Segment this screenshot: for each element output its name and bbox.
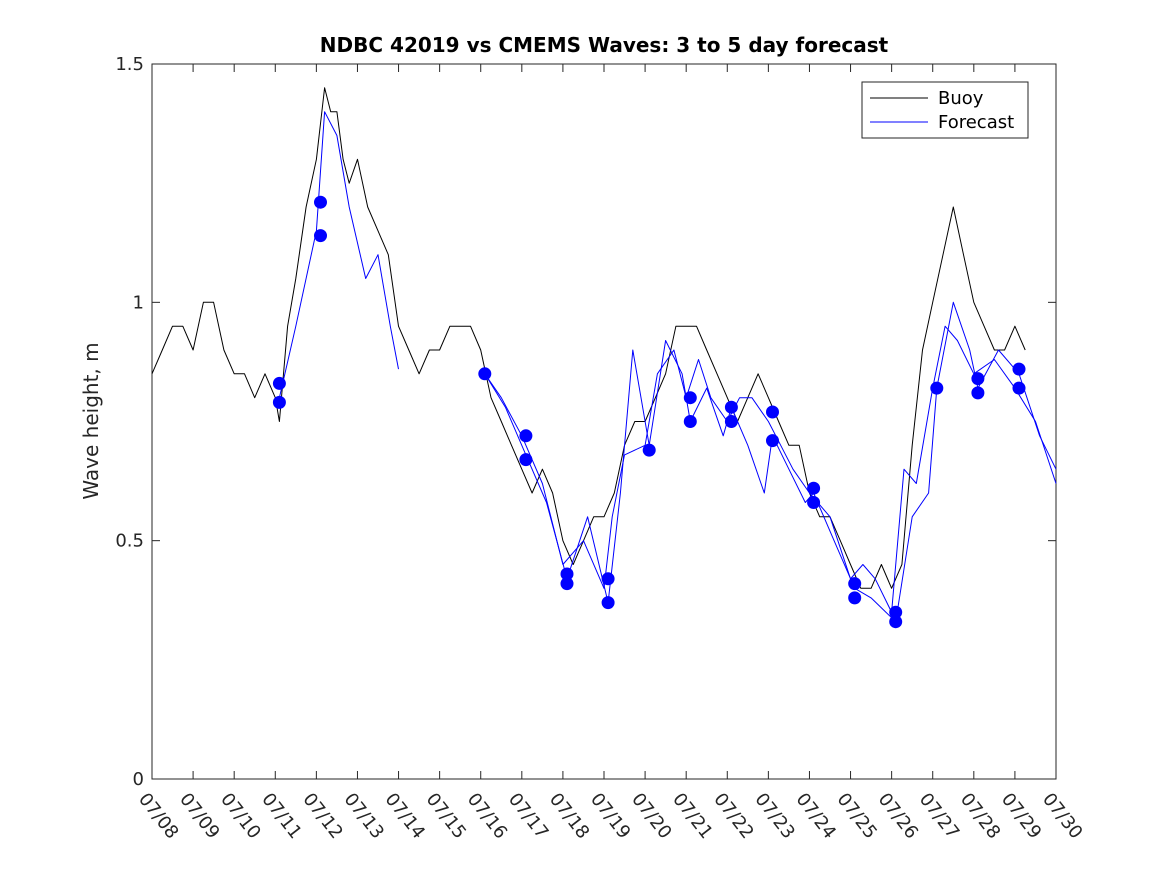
x-tick-label: 07/12 bbox=[298, 789, 346, 843]
forecast-marker bbox=[807, 496, 821, 509]
forecast-marker bbox=[889, 615, 903, 629]
forecast-marker bbox=[601, 596, 615, 610]
x-tick-label: 07/24 bbox=[792, 789, 840, 843]
x-tick-label: 07/23 bbox=[750, 789, 798, 843]
x-tick-label: 07/14 bbox=[381, 789, 429, 843]
x-tick-label: 07/10 bbox=[216, 789, 264, 843]
series-line-forecast bbox=[484, 325, 1057, 613]
x-tick-label: 07/29 bbox=[997, 789, 1045, 843]
series-layer bbox=[151, 87, 1057, 623]
chart-title: NDBC 42019 vs CMEMS Waves: 3 to 5 day fo… bbox=[320, 33, 889, 57]
legend-label-forecast: Forecast bbox=[938, 112, 1014, 133]
forecast-marker bbox=[642, 443, 656, 457]
forecast-marker bbox=[848, 577, 862, 591]
x-tick-label: 07/19 bbox=[586, 789, 634, 843]
y-tick-label: 0 bbox=[133, 769, 144, 790]
marker-layer bbox=[272, 195, 1026, 629]
x-tick-label: 07/15 bbox=[422, 789, 470, 843]
forecast-marker bbox=[478, 367, 492, 381]
series-line-buoy bbox=[151, 87, 1026, 589]
forecast-marker bbox=[766, 434, 779, 448]
x-tick-label: 07/28 bbox=[956, 789, 1004, 843]
forecast-marker bbox=[1012, 362, 1026, 376]
forecast-marker bbox=[519, 429, 533, 443]
x-tick-label: 07/13 bbox=[340, 789, 388, 843]
plot-area bbox=[151, 63, 1057, 780]
forecast-marker bbox=[807, 481, 821, 495]
forecast-marker bbox=[601, 572, 615, 586]
x-tick-label: 07/11 bbox=[257, 789, 305, 843]
forecast-marker bbox=[560, 577, 574, 591]
x-tick-label: 07/22 bbox=[709, 789, 757, 843]
forecast-marker bbox=[971, 386, 985, 400]
forecast-marker bbox=[1012, 381, 1026, 395]
forecast-marker bbox=[971, 372, 985, 386]
legend: Buoy Forecast bbox=[861, 81, 1029, 139]
x-tick-label: 07/17 bbox=[504, 789, 552, 843]
forecast-marker bbox=[683, 391, 697, 405]
y-tick-label: 1 bbox=[133, 292, 144, 313]
x-tick-label: 07/27 bbox=[915, 789, 963, 843]
x-tick-label: 07/25 bbox=[833, 789, 881, 843]
x-tick-label: 07/26 bbox=[874, 789, 922, 843]
x-tick-label: 07/18 bbox=[545, 789, 593, 843]
forecast-marker bbox=[272, 395, 286, 409]
series-line-forecast bbox=[484, 301, 1057, 623]
y-tick-label: 1.5 bbox=[115, 54, 144, 75]
x-tick-label: 07/09 bbox=[175, 789, 223, 843]
x-tick-label: 07/16 bbox=[463, 789, 511, 843]
series-line-forecast bbox=[278, 111, 399, 398]
forecast-marker bbox=[766, 405, 779, 419]
legend-label-buoy: Buoy bbox=[938, 88, 984, 109]
y-axis-label: Wave height, m bbox=[79, 342, 103, 499]
forecast-marker bbox=[930, 381, 944, 395]
forecast-marker bbox=[519, 453, 533, 467]
forecast-marker bbox=[314, 229, 327, 243]
forecast-marker bbox=[724, 400, 738, 414]
forecast-marker bbox=[272, 376, 286, 390]
forecast-marker bbox=[848, 591, 862, 605]
x-tick-label: 07/30 bbox=[1038, 789, 1086, 843]
forecast-marker bbox=[314, 195, 327, 209]
y-tick-label: 0.5 bbox=[115, 531, 144, 552]
legend-box bbox=[861, 81, 1029, 139]
x-tick-label: 07/20 bbox=[627, 789, 675, 843]
forecast-marker bbox=[683, 415, 697, 428]
x-tick-label: 07/08 bbox=[134, 789, 182, 843]
forecast-marker bbox=[724, 415, 738, 428]
x-tick-label: 07/21 bbox=[668, 789, 716, 843]
